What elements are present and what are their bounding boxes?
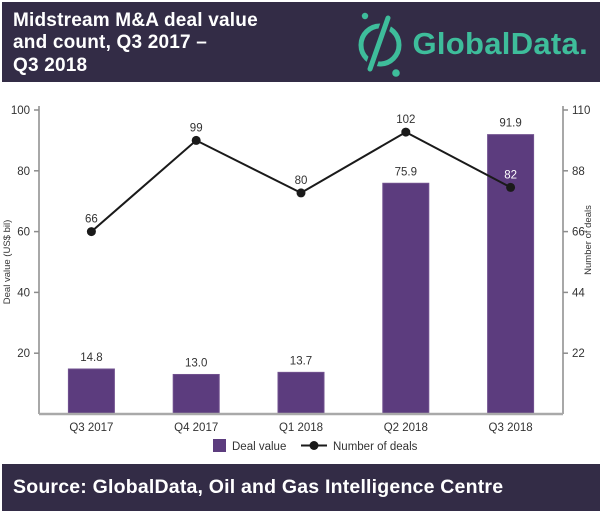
x-axis-label-q4-2017: Q4 2017 [174,422,218,434]
legend-line-label: Number of deals [333,441,418,453]
left-axis-tick-label: 20 [17,348,30,360]
line-series: 66 99 80 102 82 [85,114,517,237]
line-label-q1-2018: 80 [295,175,308,187]
bar-q4-2017 [172,373,220,415]
left-axis-tick-label: 40 [17,287,30,299]
bar-q1-2018 [277,371,325,415]
right-axis-tick-label: 88 [572,166,585,178]
legend-bar-swatch [213,439,226,452]
bar-series: 14.8 13.0 13.7 75.9 91.9 [67,118,535,415]
globaldata-logo-icon [358,12,402,77]
chart-area: 14.8 13.0 13.7 75.9 91.9 20 40 60 80 100 22 44 66 88 1… [0,82,602,462]
source-text: Source: GlobalData, Oil and Gas Intellig… [13,476,504,498]
bar-q3-2018 [487,134,535,415]
header: Midstream M&A deal value and count, Q3 2… [2,2,600,82]
x-axis-label-q3-2018: Q3 2018 [489,422,533,434]
left-axis-tick-label: 60 [17,227,30,239]
bar-label-q1-2018: 13.7 [290,355,312,367]
right-axis-title: Number of deals [583,205,594,275]
right-axis-tick-label: 110 [572,105,590,117]
axes: 20 40 60 80 100 22 44 66 88 110 Deal value (US$ bi… [2,105,594,434]
combo-chart: 14.8 13.0 13.7 75.9 91.9 20 40 60 80 100 22 44 66 88 1… [2,105,594,453]
right-axis-tick-label: 22 [572,348,585,360]
line-point-q4-2017 [191,135,201,145]
line-label-q2-2018: 102 [396,114,415,126]
bar-q3-2017 [67,368,115,415]
x-axis-label-q1-2018: Q1 2018 [279,422,323,434]
bar-q2-2018 [382,182,430,415]
line-label-q3-2017: 66 [85,214,98,226]
x-axis-label-q2-2018: Q2 2018 [384,422,428,434]
left-axis-tick-label: 100 [11,105,30,117]
bar-label-q4-2017: 13.0 [185,357,207,369]
globaldata-logo: GlobalData. [355,10,588,78]
chart-legend: Deal value Number of deals [213,439,418,453]
right-axis-tick-label: 66 [572,227,585,239]
source-footer: Source: GlobalData, Oil and Gas Intellig… [2,464,600,511]
chart-title: Midstream M&A deal value and count, Q3 2… [13,10,258,76]
line-point-q3-2017 [86,227,96,237]
legend-bar-label: Deal value [232,441,286,453]
x-axis-label-q3-2017: Q3 2017 [69,422,113,434]
line-point-q1-2018 [296,188,306,198]
left-axis-tick-label: 80 [17,166,30,178]
globaldata-logo-text: GlobalData. [412,26,588,61]
bar-label-q2-2018: 75.9 [395,166,417,178]
line-label-q4-2017: 99 [190,122,203,134]
line-label-q3-2018: 82 [504,169,517,181]
line-point-q2-2018 [401,127,411,137]
right-axis-tick-label: 44 [572,287,585,299]
left-axis-title: Deal value (US$ bil) [2,220,13,304]
bar-label-q3-2017: 14.8 [80,352,102,364]
legend-line-marker [309,441,319,450]
bar-label-q3-2018: 91.9 [499,118,521,130]
line-point-q3-2018 [506,182,516,192]
